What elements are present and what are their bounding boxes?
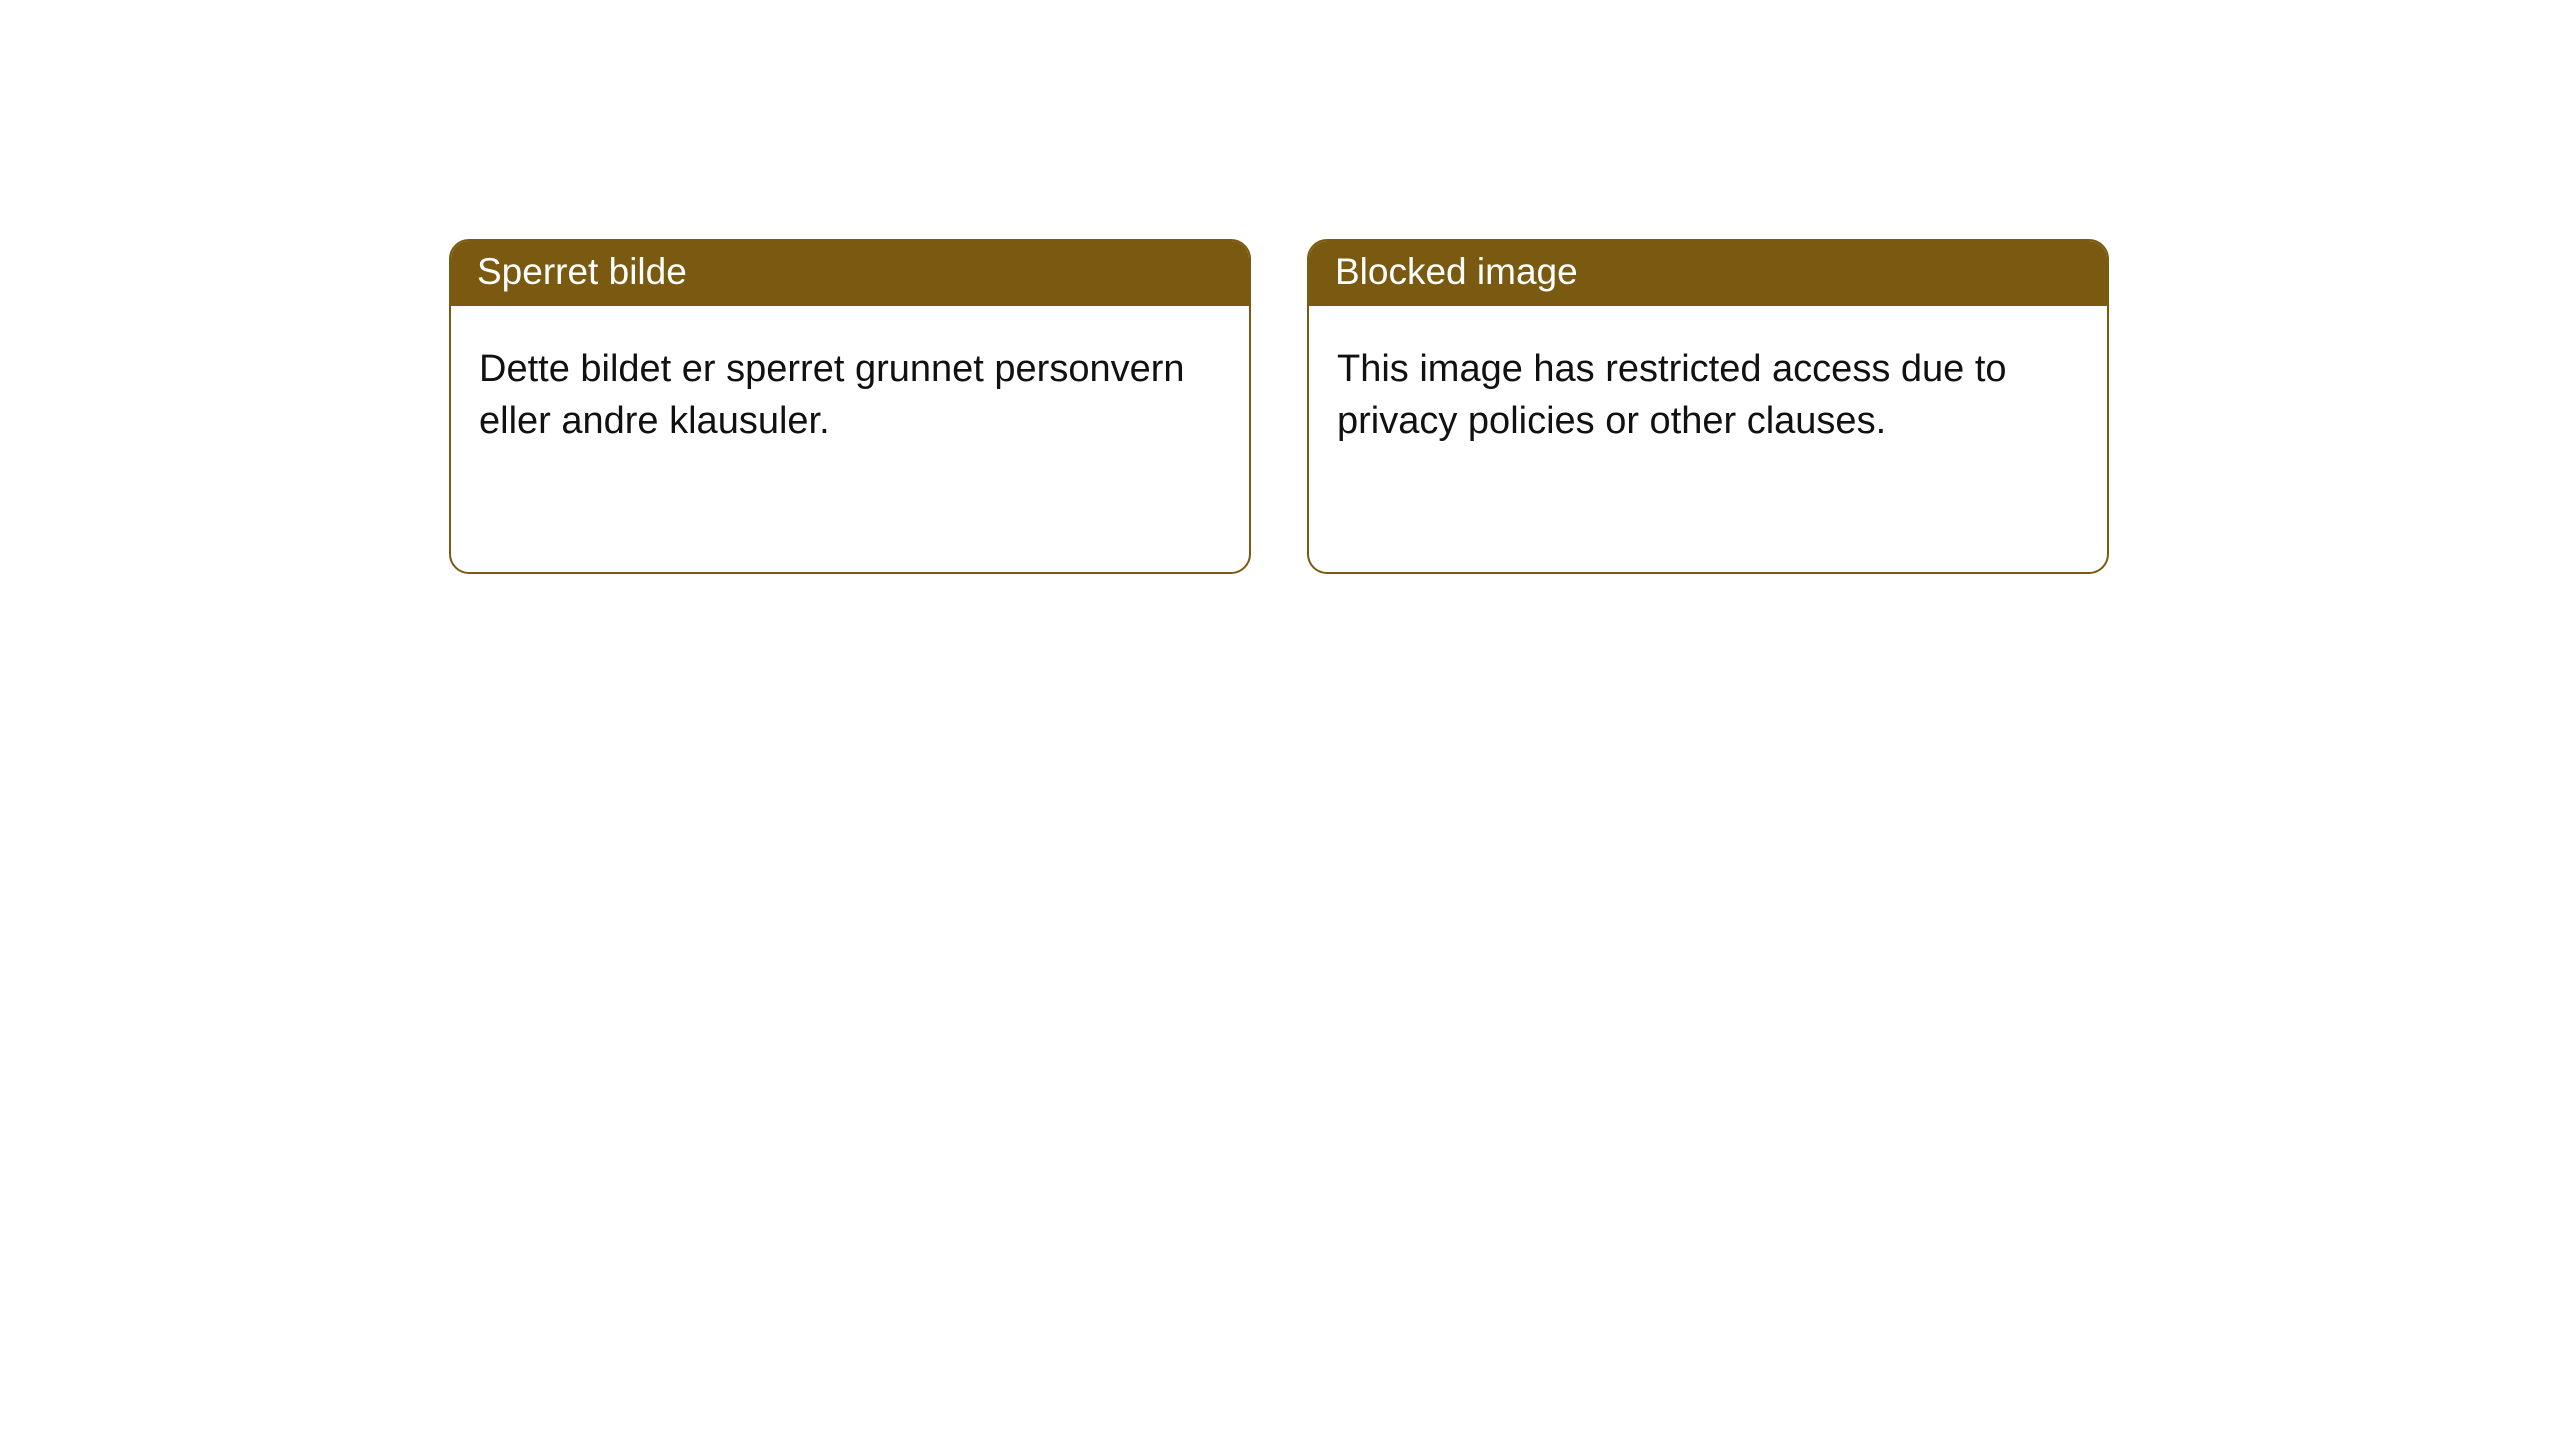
notice-card-body: Dette bildet er sperret grunnet personve… bbox=[451, 306, 1249, 572]
notice-card-body: This image has restricted access due to … bbox=[1309, 306, 2107, 572]
notice-container: Sperret bilde Dette bildet er sperret gr… bbox=[449, 239, 2109, 574]
notice-card-title: Blocked image bbox=[1309, 241, 2107, 306]
notice-card-title: Sperret bilde bbox=[451, 241, 1249, 306]
notice-card-no: Sperret bilde Dette bildet er sperret gr… bbox=[449, 239, 1251, 574]
notice-card-en: Blocked image This image has restricted … bbox=[1307, 239, 2109, 574]
